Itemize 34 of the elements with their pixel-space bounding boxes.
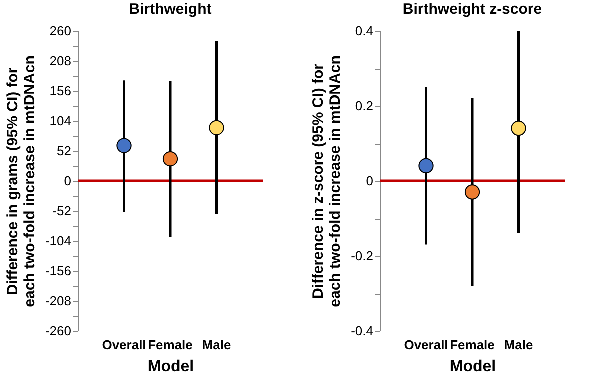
y-tick-label: -0.2 [351,248,374,264]
y-tick-label: -156 [45,264,72,278]
point [116,138,132,154]
x-tick-label: Overall [102,338,146,352]
y-tick-label: -208 [45,294,72,308]
point [209,120,224,136]
y-axis-title: Difference in z-score (95% CI) for each two-fold increase in mtDNAcn [310,56,344,308]
y-tick-label: 0 [366,174,374,188]
point [418,158,434,174]
x-axis-title: Model [148,358,194,376]
x-axis-title: Model [450,358,496,376]
y-tick-label: 0.4 [355,24,374,38]
y-tick-label: 0.2 [355,98,374,114]
y-tick-label: 0 [64,174,72,188]
y-tick-label: -52 [52,204,72,218]
x-tick-label: Male [202,338,232,352]
y-tick-label: -260 [45,324,72,338]
y-tick-label: 156 [50,84,72,98]
chart-title: Birthweight z-score [402,1,542,18]
chart-title: Birthweight [129,1,212,18]
x-tick-label: Male [504,338,534,352]
point [162,152,178,167]
y-axis-title: Difference in grams (95% CI) for each two-fold increase in mtDNAcn [4,56,38,308]
y-tick-label: 52 [57,144,72,158]
y-tick-label: -0.4 [351,324,374,338]
point [464,184,480,200]
x-tick-label: Female [450,338,495,352]
x-tick-label: Overall [404,338,448,352]
y-tick-label: 260 [50,24,72,38]
y-tick-label: 208 [50,54,72,68]
y-tick-label: 104 [50,114,72,128]
x-tick-label: Female [148,338,193,352]
point [511,120,526,136]
y-tick-label: -104 [45,234,72,248]
